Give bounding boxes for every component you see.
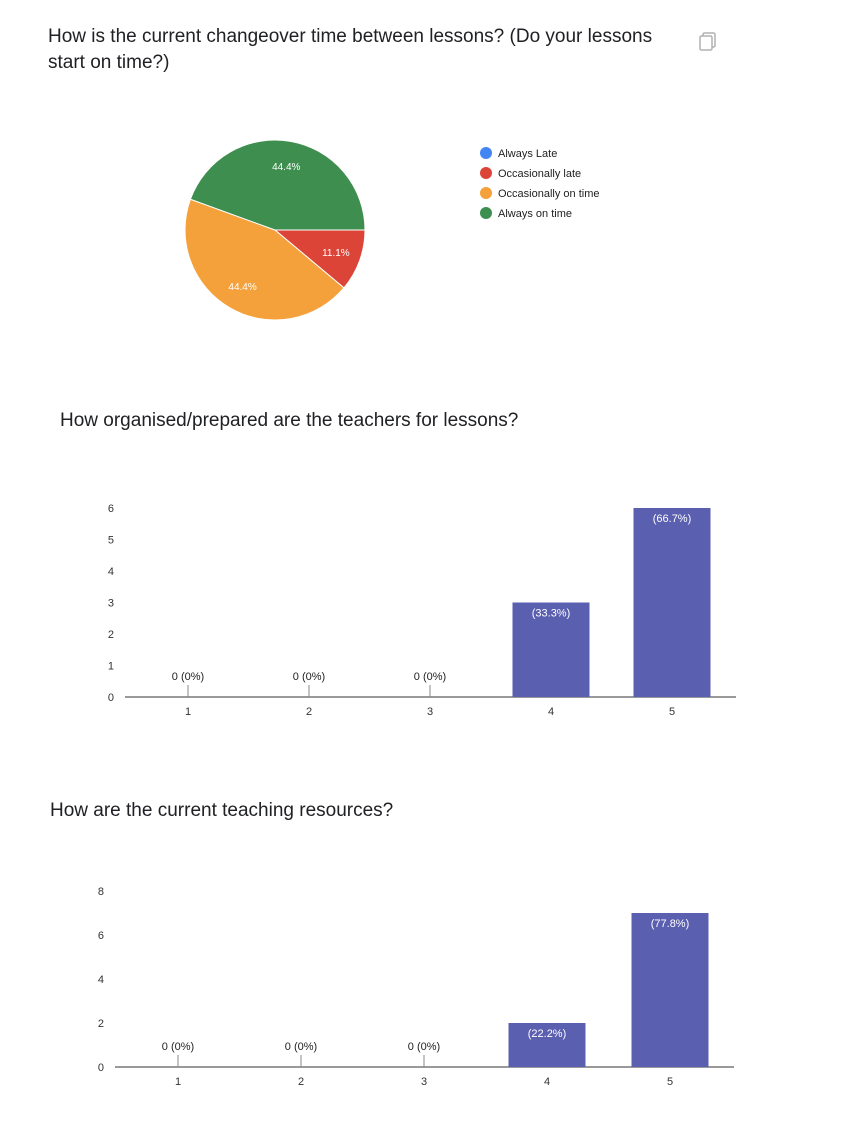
legend-swatch-0 (480, 147, 492, 159)
pie-label-2: 44.4% (228, 282, 256, 293)
legend-swatch-3 (480, 207, 492, 219)
bar-chart-organised: 0 1 2 3 4 5 6 0 (0%) 1 0 (0%) 2 0 (0%) 3 (33.3%) 4 (66.… (108, 503, 736, 718)
pie-label-1: 11.1% (322, 248, 350, 259)
y-tick-label: 6 (98, 930, 104, 942)
legend-label-1: Occasionally late (498, 168, 581, 180)
legend-label-0: Always Late (498, 148, 557, 160)
legend-swatch-2 (480, 187, 492, 199)
x-tick-label: 4 (548, 706, 554, 718)
x-tick-label: 5 (669, 706, 675, 718)
copy-icon[interactable] (697, 30, 719, 52)
bar-value-label: (66.7%) (653, 513, 692, 525)
y-tick-label: 0 (98, 1062, 104, 1074)
bar-value-label: 0 (0%) (285, 1041, 317, 1053)
pie-slice-3 (189, 139, 366, 231)
pie-slice-2 (184, 198, 345, 321)
question-1-title: How is the current changeover time betwe… (48, 26, 653, 73)
bar-chart-resources: 0 2 4 6 8 0 (0%) 1 0 (0%) 2 0 (0%) 3 (22.2%) 4 (77.8%… (98, 886, 734, 1088)
y-tick-label: 5 (108, 535, 114, 547)
bar (633, 508, 711, 697)
bar-value-label: 0 (0%) (293, 671, 325, 683)
pie-label-3: 44.4% (272, 162, 300, 173)
y-tick-label: 0 (108, 692, 114, 704)
x-tick-label: 2 (298, 1076, 304, 1088)
y-tick-label: 2 (108, 629, 114, 641)
bar-value-label: 0 (0%) (172, 671, 204, 683)
question-2-title: How organised/prepared are the teachers … (60, 410, 519, 431)
bar (631, 913, 709, 1067)
bar-value-label: 0 (0%) (162, 1041, 194, 1053)
legend-label-2: Occasionally on time (498, 188, 600, 200)
bar-value-label: 0 (0%) (414, 671, 446, 683)
question-3-title: How are the current teaching resources? (50, 800, 394, 821)
y-tick-label: 3 (108, 598, 114, 610)
x-tick-label: 1 (175, 1076, 181, 1088)
x-tick-label: 3 (427, 706, 433, 718)
y-tick-label: 2 (98, 1018, 104, 1030)
x-tick-label: 2 (306, 706, 312, 718)
x-tick-label: 3 (421, 1076, 427, 1088)
legend-swatch-1 (480, 167, 492, 179)
pie-chart: 11.1% 44.4% 44.4% Always Late Occasionally l… (184, 139, 600, 321)
y-tick-label: 1 (108, 661, 114, 673)
y-tick-label: 4 (108, 566, 114, 578)
bar-value-label: 0 (0%) (408, 1041, 440, 1053)
x-tick-label: 1 (185, 706, 191, 718)
legend-label-3: Always on time (498, 208, 572, 220)
bar (508, 1023, 586, 1067)
x-tick-label: 5 (667, 1076, 673, 1088)
bar-value-label: (77.8%) (651, 918, 690, 930)
bar (512, 602, 590, 697)
bar-value-label: (33.3%) (532, 608, 571, 620)
bar-value-label: (22.2%) (528, 1028, 567, 1040)
y-tick-label: 8 (98, 886, 104, 898)
x-tick-label: 4 (544, 1076, 550, 1088)
y-tick-label: 6 (108, 503, 114, 515)
y-tick-label: 4 (98, 974, 104, 986)
